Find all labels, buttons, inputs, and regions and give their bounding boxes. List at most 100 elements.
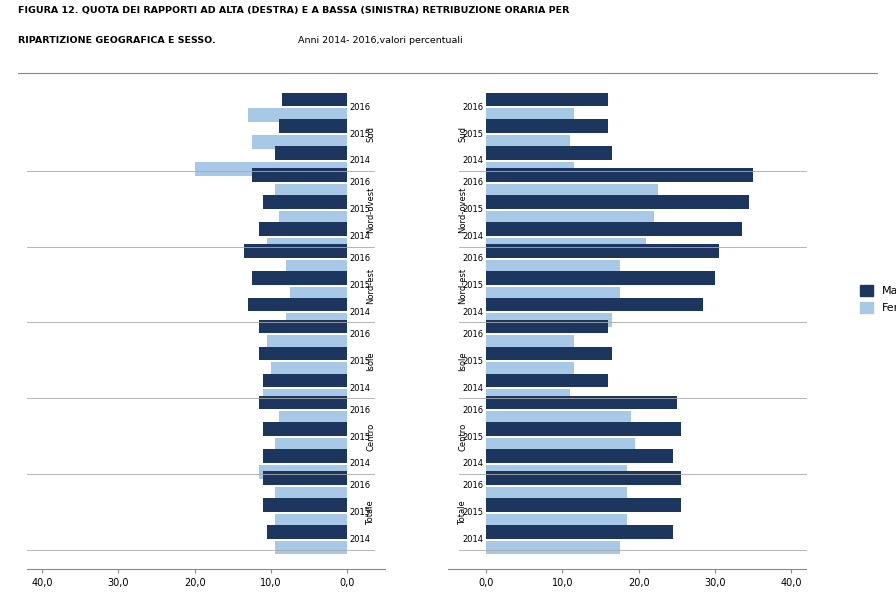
Bar (487, 195, 749, 209)
Bar (487, 135, 570, 149)
Bar (263, 449, 347, 463)
Text: 2016: 2016 (349, 406, 371, 415)
Text: 2016: 2016 (349, 254, 371, 263)
Bar (487, 244, 719, 258)
Bar (252, 168, 347, 182)
Text: 2016: 2016 (462, 482, 484, 491)
Bar (282, 92, 347, 106)
Bar (252, 135, 347, 149)
Bar (275, 438, 347, 452)
Bar (487, 335, 573, 349)
Text: 2015: 2015 (463, 129, 484, 138)
Bar (487, 422, 681, 436)
Bar (487, 108, 573, 122)
Text: Isole: Isole (458, 352, 467, 371)
Text: 2015: 2015 (349, 129, 370, 138)
Text: 2016: 2016 (462, 330, 484, 339)
Bar (487, 184, 658, 198)
Bar (279, 211, 347, 225)
Text: 2014: 2014 (463, 459, 484, 468)
Text: Centro: Centro (458, 423, 467, 451)
Bar (260, 222, 347, 236)
Bar (487, 119, 608, 133)
Bar (279, 411, 347, 425)
Bar (263, 374, 347, 387)
Text: 2014: 2014 (463, 156, 484, 165)
Text: 2014: 2014 (463, 308, 484, 317)
Bar (487, 465, 627, 479)
Text: 2015: 2015 (349, 205, 370, 214)
Text: FIGURA 12. QUOTA DEI RAPPORTI AD ALTA (DESTRA) E A BASSA (SINISTRA) RETRIBUZIONE: FIGURA 12. QUOTA DEI RAPPORTI AD ALTA (D… (18, 6, 569, 15)
Bar (487, 525, 673, 539)
Text: 2014: 2014 (349, 232, 370, 241)
Bar (487, 238, 646, 252)
Text: 2016: 2016 (349, 330, 371, 339)
Text: Isole: Isole (366, 352, 375, 371)
Text: Totale: Totale (458, 501, 467, 525)
Bar (487, 514, 627, 528)
Text: 2016: 2016 (349, 482, 371, 491)
Text: 2016: 2016 (462, 179, 484, 187)
Bar (487, 362, 573, 376)
Bar (267, 335, 347, 349)
Bar (487, 438, 635, 452)
Text: 2015: 2015 (349, 509, 370, 518)
Bar (487, 374, 608, 387)
Bar (260, 320, 347, 334)
Bar (487, 271, 715, 285)
Text: 2015: 2015 (463, 205, 484, 214)
Bar (286, 260, 347, 273)
Bar (487, 347, 612, 361)
Bar (487, 471, 681, 485)
Text: Centro: Centro (366, 423, 375, 451)
Text: 2015: 2015 (463, 432, 484, 441)
Bar (263, 498, 347, 512)
Text: Sud: Sud (366, 126, 375, 142)
Text: Nord-ovest: Nord-ovest (366, 187, 375, 233)
Bar (487, 92, 608, 106)
Text: 2015: 2015 (463, 509, 484, 518)
Bar (263, 422, 347, 436)
Bar (248, 298, 347, 311)
Bar (267, 525, 347, 539)
Bar (263, 195, 347, 209)
Text: 2015: 2015 (349, 432, 370, 441)
Text: 2015: 2015 (463, 281, 484, 290)
Bar (487, 211, 654, 225)
Bar (487, 541, 619, 555)
Text: 2014: 2014 (349, 536, 370, 544)
Bar (275, 487, 347, 501)
Text: Nord-est: Nord-est (366, 268, 375, 304)
Text: 2016: 2016 (349, 179, 371, 187)
Bar (487, 286, 619, 300)
Bar (260, 347, 347, 361)
Bar (267, 238, 347, 252)
Bar (245, 244, 347, 258)
Bar (487, 298, 703, 311)
Bar (194, 162, 347, 176)
Text: 2016: 2016 (462, 406, 484, 415)
Text: 2014: 2014 (463, 536, 484, 544)
Bar (487, 498, 681, 512)
Bar (263, 471, 347, 485)
Bar (275, 184, 347, 198)
Bar (290, 286, 347, 300)
Text: 2014: 2014 (463, 384, 484, 393)
Bar (487, 168, 753, 182)
Bar (286, 313, 347, 327)
Bar (260, 465, 347, 479)
Text: Nord-est: Nord-est (458, 268, 467, 304)
Bar (275, 146, 347, 160)
Bar (275, 514, 347, 528)
Bar (487, 260, 619, 273)
Bar (260, 395, 347, 409)
Text: Anni 2014- 2016,valori percentuali: Anni 2014- 2016,valori percentuali (295, 35, 462, 45)
Bar (487, 389, 570, 403)
Text: 2016: 2016 (462, 254, 484, 263)
Bar (487, 487, 627, 501)
Bar (252, 271, 347, 285)
Text: 2014: 2014 (349, 308, 370, 317)
Bar (275, 541, 347, 555)
Text: RIPARTIZIONE GEOGRAFICA E SESSO.: RIPARTIZIONE GEOGRAFICA E SESSO. (18, 35, 216, 45)
Bar (271, 362, 347, 376)
